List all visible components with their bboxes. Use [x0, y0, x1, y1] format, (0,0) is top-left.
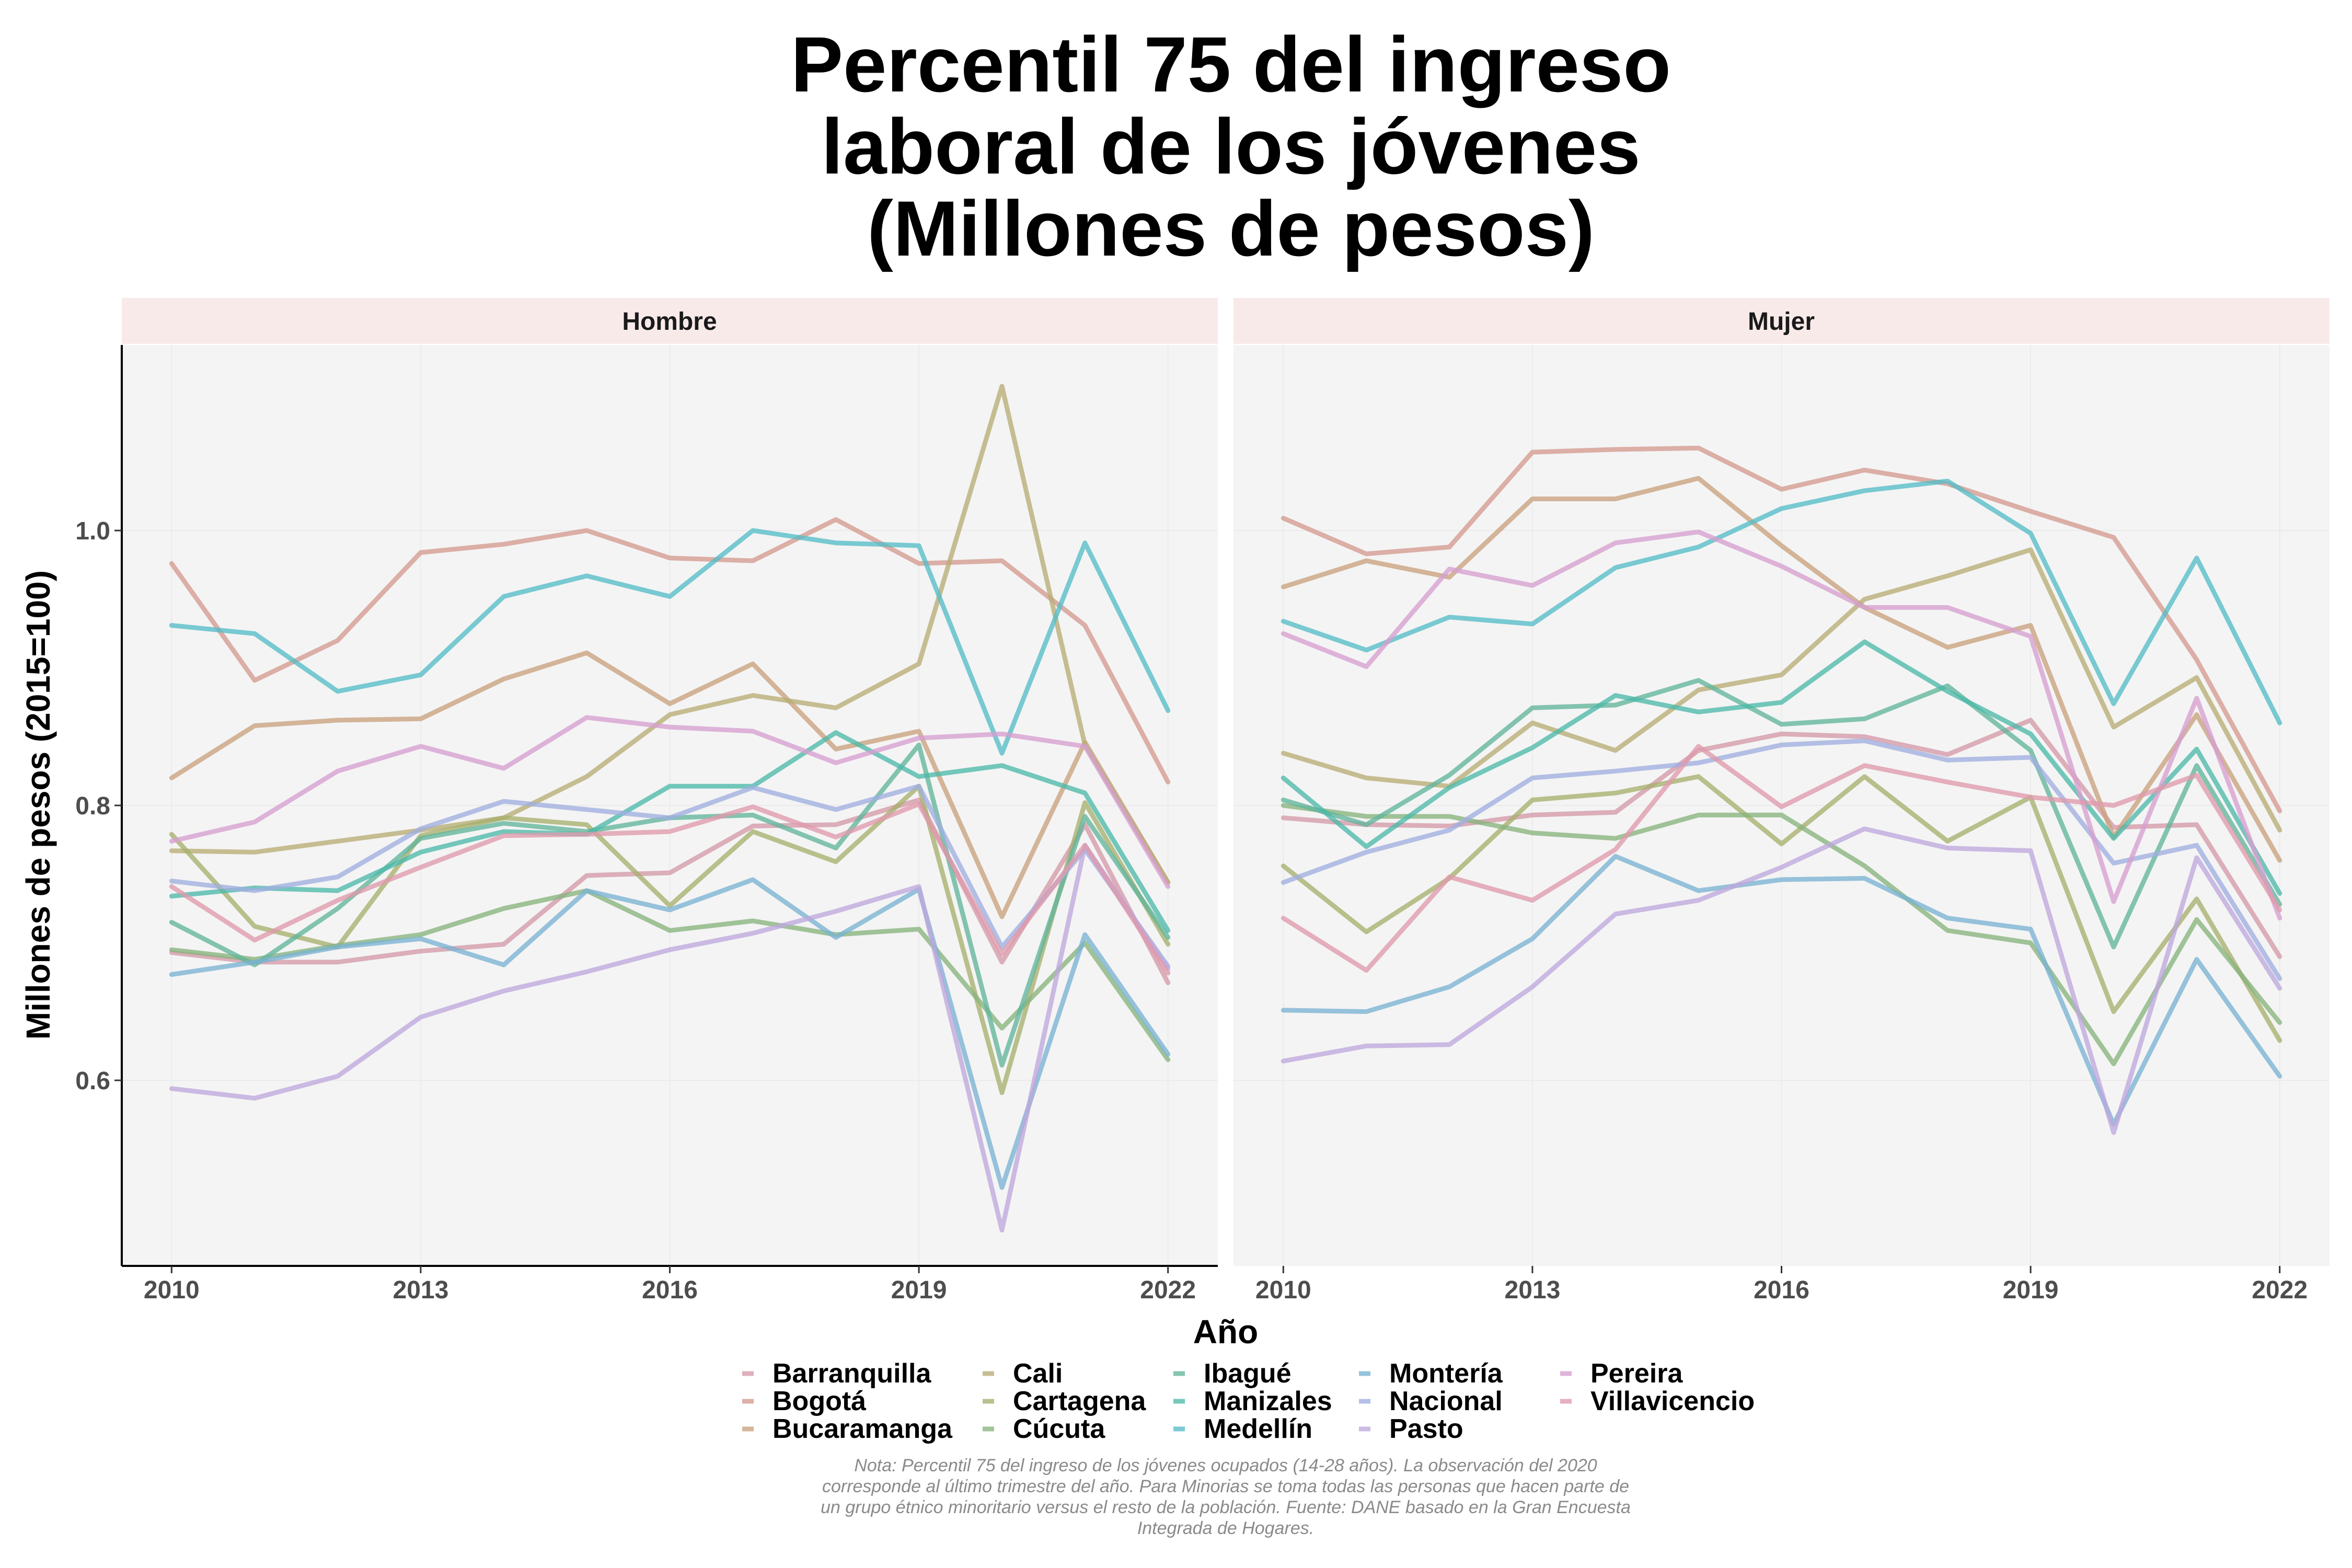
chart-title-line-1: Percentil 75 del ingreso	[791, 20, 1671, 108]
series-line-nacional	[169, 783, 1171, 969]
legend-item-pasto: Pasto	[1359, 1414, 1463, 1444]
legend-label: Bogotá	[773, 1386, 867, 1416]
x-tick-labels: 2010 2013 2016 2019 2022	[1255, 1266, 2308, 1304]
legend-item-manizales: Manizales	[1173, 1386, 1332, 1416]
y-tick-labels: 0.6 0.8 1.0	[75, 517, 122, 1095]
series-line-manizales	[169, 730, 1171, 933]
y-tick-label: 0.8	[75, 792, 110, 820]
legend-label: Pereira	[1590, 1358, 1683, 1389]
legend-label: Cúcuta	[1013, 1414, 1105, 1444]
legend-label: Montería	[1389, 1358, 1503, 1389]
chart-title-line-3: (Millones de pesos)	[867, 185, 1595, 272]
series-line-medellin	[1281, 478, 2282, 725]
series-line-villavicencio	[169, 801, 1171, 976]
facet-strip	[1233, 298, 2330, 344]
series-line-nacional	[1281, 738, 2282, 981]
legend-item-pereira: Pereira	[1560, 1358, 1683, 1389]
legend-item-cucuta: Cúcuta	[983, 1414, 1105, 1444]
footnote-line-1: Nota: Percentil 75 del ingreso de los jó…	[854, 1456, 1597, 1475]
chart-title-line-2: laboral de los jóvenes	[821, 102, 1640, 190]
y-axis-title: Millones de pesos (2015=100)	[19, 570, 57, 1040]
series-line-pasto	[169, 843, 1171, 1233]
series-line-medellin	[169, 528, 1171, 756]
series-line-barranquilla	[169, 798, 1171, 985]
x-tick-label: 2022	[2252, 1276, 2308, 1304]
legend-item-ibague: Ibagué	[1173, 1358, 1292, 1389]
x-tick-label: 2022	[1140, 1276, 1196, 1304]
legend-item-barranquilla: Barranquilla	[742, 1358, 931, 1389]
legend-label: Cartagena	[1013, 1386, 1146, 1416]
legend-item-bogota: Bogotá	[742, 1386, 867, 1416]
legend-item-medellin: Medellín	[1173, 1414, 1312, 1444]
legend-label: Bucaramanga	[773, 1414, 953, 1444]
x-tick-labels: 2010 2013 2016 2019 2022	[144, 1266, 1196, 1304]
series-line-pereira	[1281, 529, 2282, 921]
series-lines	[1281, 445, 2282, 1135]
facet-strip	[122, 298, 1218, 344]
legend-label: Cali	[1013, 1358, 1063, 1389]
series-line-bucaramanga	[169, 650, 1171, 919]
series-lines	[169, 384, 1171, 1233]
legend-item-cartagena: Cartagena	[983, 1386, 1146, 1416]
series-line-manizales	[1281, 639, 2282, 896]
legend-item-cali: Cali	[983, 1358, 1063, 1389]
series-line-ibague	[1281, 678, 2282, 950]
x-tick-label: 2010	[1255, 1276, 1311, 1304]
legend-item-villavicencio: Villavicencio	[1560, 1386, 1755, 1416]
x-tick-label: 2013	[1505, 1276, 1561, 1304]
footnote-line-2: corresponde al último trimestre del año.…	[822, 1477, 1629, 1496]
facet-mujer: Mujer 2010 2013 2016 2019 2022	[1233, 298, 2330, 1304]
x-tick-label: 2013	[393, 1276, 449, 1304]
x-tick-label: 2016	[1754, 1276, 1809, 1304]
x-axis-title: Año	[1193, 1313, 1258, 1351]
series-line-pereira	[169, 715, 1171, 889]
legend-label: Villavicencio	[1590, 1386, 1755, 1416]
legend-item-monteria: Montería	[1359, 1358, 1503, 1389]
x-tick-label: 2016	[642, 1276, 698, 1304]
series-line-cali	[169, 384, 1171, 885]
legend-label: Pasto	[1389, 1414, 1463, 1444]
footnote-line-3: un grupo étnico minoritario versus el re…	[821, 1497, 1631, 1517]
footnote-line-4: Integrada de Hogares.	[1137, 1518, 1314, 1538]
series-line-bogota	[169, 517, 1171, 785]
series-line-villavicencio	[1281, 744, 2282, 973]
series-line-monteria	[169, 877, 1171, 1190]
series-line-barranquilla	[1281, 718, 2282, 959]
facet-strip-label: Mujer	[1748, 308, 1815, 336]
series-line-cucuta	[1281, 803, 2282, 1066]
y-tick-label: 1.0	[75, 517, 110, 545]
x-tick-label: 2019	[2003, 1276, 2059, 1304]
legend-item-bucaramanga: Bucaramanga	[742, 1414, 953, 1444]
facet-hombre: Hombre 2010 2013 2016 2019 2022 0.6 0.8 1.0	[75, 298, 1218, 1304]
x-tick-label: 2010	[144, 1276, 200, 1304]
series-line-pasto	[1281, 826, 2282, 1135]
legend-label: Nacional	[1389, 1386, 1503, 1416]
x-tick-label: 2019	[891, 1276, 947, 1304]
legend-label: Manizales	[1204, 1386, 1332, 1416]
legend-label: Barranquilla	[773, 1358, 931, 1389]
series-line-bogota	[1281, 445, 2282, 813]
legend-label: Ibagué	[1204, 1358, 1292, 1389]
footnote: Nota: Percentil 75 del ingreso de los jó…	[821, 1456, 1631, 1538]
legend-label: Medellín	[1204, 1414, 1312, 1444]
y-tick-label: 0.6	[75, 1067, 110, 1095]
facet-strip-label: Hombre	[622, 308, 717, 336]
legend-item-nacional: Nacional	[1359, 1386, 1503, 1416]
